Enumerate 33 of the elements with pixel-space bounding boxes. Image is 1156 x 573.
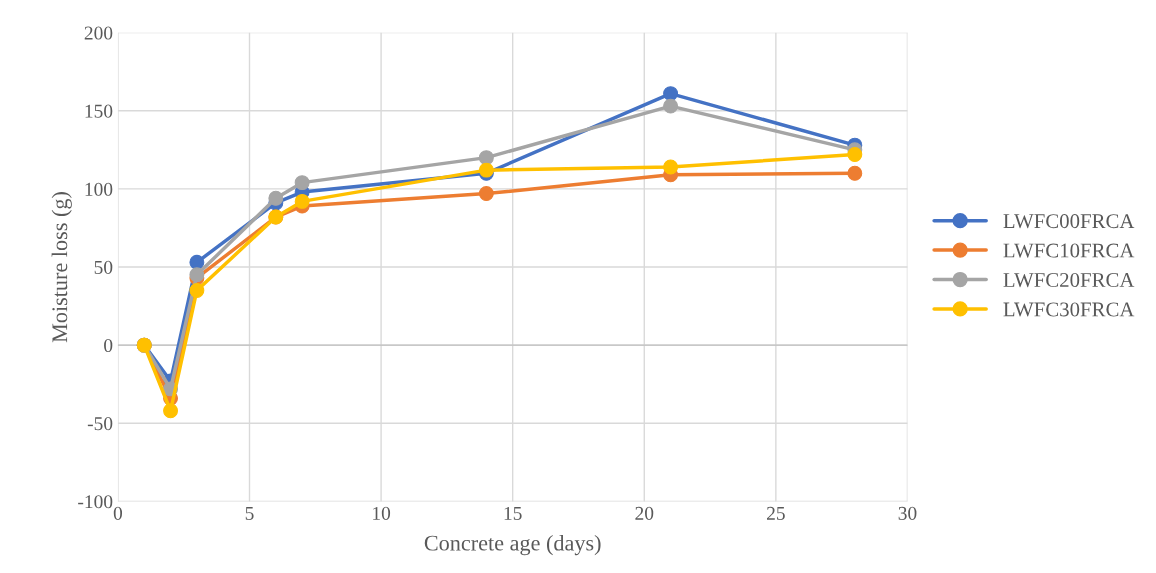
point bbox=[663, 86, 679, 102]
point bbox=[478, 186, 494, 202]
x-axis-title: Concrete age (days) bbox=[424, 534, 601, 556]
x-tick-label: 15 bbox=[504, 506, 522, 520]
x-tick-label: 25 bbox=[767, 506, 785, 520]
x-tick-label: 20 bbox=[635, 506, 654, 520]
point bbox=[189, 254, 205, 270]
point bbox=[663, 98, 679, 114]
point bbox=[268, 190, 284, 206]
point bbox=[478, 150, 494, 166]
point bbox=[847, 147, 863, 162]
x-tick-label: 5 bbox=[245, 507, 254, 520]
x-tick-label: 0 bbox=[113, 506, 123, 520]
y-tick-label: 0 bbox=[104, 338, 113, 353]
y-tick-label: 150 bbox=[85, 104, 113, 118]
x-tick-label: 10 bbox=[373, 506, 391, 520]
y-axis-title: Moisture loss (g) bbox=[51, 192, 72, 343]
legend-label: LWFC00FRCA bbox=[1003, 214, 1135, 229]
point bbox=[189, 282, 205, 298]
y-tick-label: 100 bbox=[85, 182, 113, 196]
point bbox=[294, 175, 310, 191]
y-tick-label: 200 bbox=[84, 26, 113, 40]
point bbox=[847, 165, 863, 181]
point bbox=[163, 403, 179, 419]
point bbox=[663, 159, 679, 175]
legend-label: LWFC10FRCA bbox=[1003, 243, 1135, 258]
point bbox=[294, 193, 310, 209]
legend-label: LWFC20FRCA bbox=[1003, 272, 1135, 288]
x-tick-label: 30 bbox=[898, 506, 917, 520]
y-tick-label: 50 bbox=[94, 260, 113, 274]
y-tick-label: -50 bbox=[87, 417, 113, 431]
y-tick-label: -100 bbox=[78, 495, 113, 509]
legend-label: LWFC30FRCA bbox=[1003, 302, 1135, 317]
